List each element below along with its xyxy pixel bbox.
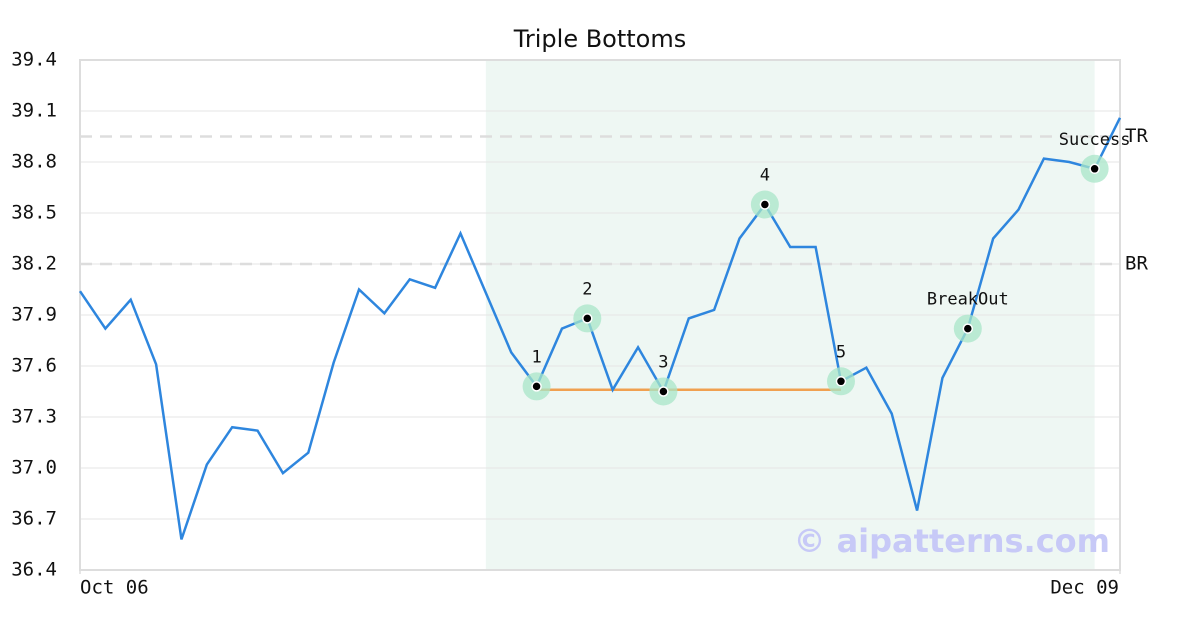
watermark: © aipatterns.com [793,522,1110,560]
y-tick-label: 37.3 [11,406,57,428]
y-tick-label: 37.6 [11,355,57,377]
chart-title: Triple Bottoms [513,25,687,53]
y-tick-label: 36.4 [11,559,57,581]
point-dot [531,381,542,392]
point-dot [658,386,669,397]
y-tick-label: 37.9 [11,304,57,326]
level-label: BR [1125,253,1148,275]
point-label: Success [1059,130,1131,150]
point-dot [759,199,771,210]
y-tick-label: 39.1 [11,100,57,122]
point-dot [962,323,974,334]
point-dot [835,376,847,387]
y-tick-label: 38.8 [11,151,57,173]
point-label: 5 [836,342,846,362]
y-tick-label: 39.4 [11,49,57,71]
point-label: 3 [658,353,668,373]
point-label: 1 [531,347,541,367]
point-dot [582,313,593,324]
y-tick-label: 37.0 [11,457,57,479]
x-tick-label: Oct 06 [80,577,149,599]
plot-frame [79,59,1121,571]
price-line [78,117,1122,540]
point-dot [1089,163,1100,175]
point-label: 2 [582,279,592,299]
point-label: BreakOut [927,290,1009,310]
level-label: TR [1125,125,1148,147]
y-tick-label: 38.2 [11,253,57,275]
point-label: 4 [760,166,770,186]
x-tick-label: Dec 09 [1050,577,1119,599]
y-tick-label: 36.7 [11,508,57,530]
y-tick-label: 38.5 [11,202,57,224]
